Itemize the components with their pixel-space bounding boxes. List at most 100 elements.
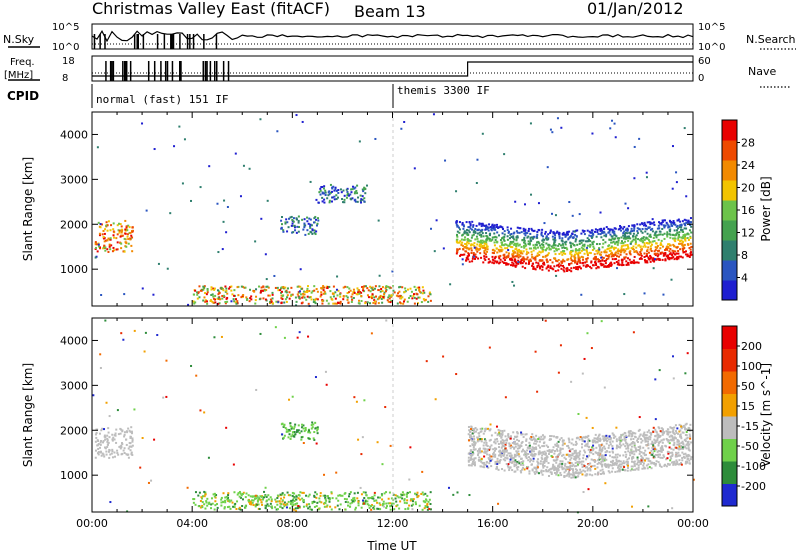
data-cell <box>320 501 323 504</box>
data-cell <box>373 296 376 299</box>
data-cell <box>399 294 402 297</box>
data-cell <box>395 500 398 503</box>
data-cell <box>598 448 601 451</box>
data-cell <box>313 494 316 497</box>
noise-cell <box>435 219 438 222</box>
data-cell <box>608 454 611 457</box>
data-cell <box>389 502 392 505</box>
data-cell <box>555 247 558 250</box>
data-cell <box>510 236 513 239</box>
noise-cell <box>658 369 661 372</box>
data-cell <box>643 431 646 434</box>
data-cell <box>355 293 358 296</box>
data-cell <box>238 495 241 498</box>
data-cell <box>546 449 549 452</box>
noise-cell <box>277 301 280 304</box>
noise-cell <box>523 203 526 206</box>
data-cell <box>245 296 248 299</box>
data-cell <box>671 451 674 454</box>
data-cell <box>601 454 604 457</box>
data-cell <box>495 226 498 229</box>
data-cell <box>106 437 109 440</box>
nsky-trace <box>91 29 694 49</box>
data-cell <box>485 255 488 258</box>
data-cell <box>618 437 621 440</box>
data-cell <box>567 437 570 440</box>
data-cell <box>307 437 310 440</box>
data-cell <box>455 234 458 237</box>
data-cell <box>576 266 579 269</box>
data-cell <box>329 191 332 194</box>
data-cell <box>574 248 577 251</box>
data-cell <box>349 502 352 505</box>
data-cell <box>583 449 586 452</box>
data-cell <box>375 295 378 298</box>
data-cell <box>422 493 425 496</box>
data-cell <box>131 432 134 435</box>
data-cell <box>297 219 300 222</box>
data-cell <box>608 444 611 447</box>
data-cell <box>524 451 527 454</box>
data-cell <box>479 241 482 244</box>
data-cell <box>656 255 659 258</box>
data-cell <box>680 228 683 231</box>
noise-cell <box>331 187 334 190</box>
data-cell <box>315 297 318 300</box>
data-cell <box>650 256 653 259</box>
data-cell <box>311 232 314 235</box>
data-cell <box>414 501 417 504</box>
data-cell <box>677 463 680 466</box>
noise-cell <box>144 331 147 334</box>
data-cell <box>652 462 655 465</box>
noise-cell <box>591 426 594 429</box>
noise-cell <box>643 292 646 295</box>
data-cell <box>282 294 285 297</box>
data-cell <box>107 450 110 453</box>
data-cell <box>574 449 577 452</box>
data-cell <box>598 455 601 458</box>
data-cell <box>609 233 612 236</box>
data-cell <box>336 504 339 507</box>
data-cell <box>128 445 131 448</box>
data-cell <box>579 468 582 471</box>
data-cell <box>353 492 356 495</box>
data-cell <box>676 455 679 458</box>
noise-cell <box>497 502 500 505</box>
data-cell <box>540 264 543 267</box>
data-cell <box>324 189 327 192</box>
data-cell <box>682 236 685 239</box>
data-cell <box>566 230 569 233</box>
data-cell <box>416 286 419 289</box>
noise-cell <box>99 366 102 369</box>
data-cell <box>611 456 614 459</box>
data-cell <box>280 503 283 506</box>
data-cell <box>609 228 612 231</box>
data-cell <box>328 285 331 288</box>
data-cell <box>566 233 569 236</box>
data-cell <box>678 231 681 234</box>
data-cell <box>504 456 507 459</box>
data-cell <box>314 215 317 218</box>
data-cell <box>326 197 329 200</box>
data-cell <box>508 455 511 458</box>
data-cell <box>499 452 502 455</box>
data-cell <box>314 491 317 494</box>
data-cell <box>525 454 528 457</box>
data-cell <box>455 220 458 223</box>
data-cell <box>664 249 667 252</box>
data-cell <box>631 442 634 445</box>
data-cell <box>459 228 462 231</box>
noise-cell <box>400 127 403 130</box>
data-cell <box>628 451 631 454</box>
data-cell <box>586 257 589 260</box>
data-cell <box>630 261 633 264</box>
data-cell <box>632 234 635 237</box>
data-cell <box>667 224 670 227</box>
data-cell <box>468 254 471 257</box>
data-cell <box>659 233 662 236</box>
data-cell <box>282 285 285 288</box>
data-cell <box>585 258 588 261</box>
data-cell <box>485 226 488 229</box>
data-cell <box>591 235 594 238</box>
data-cell <box>557 474 560 477</box>
